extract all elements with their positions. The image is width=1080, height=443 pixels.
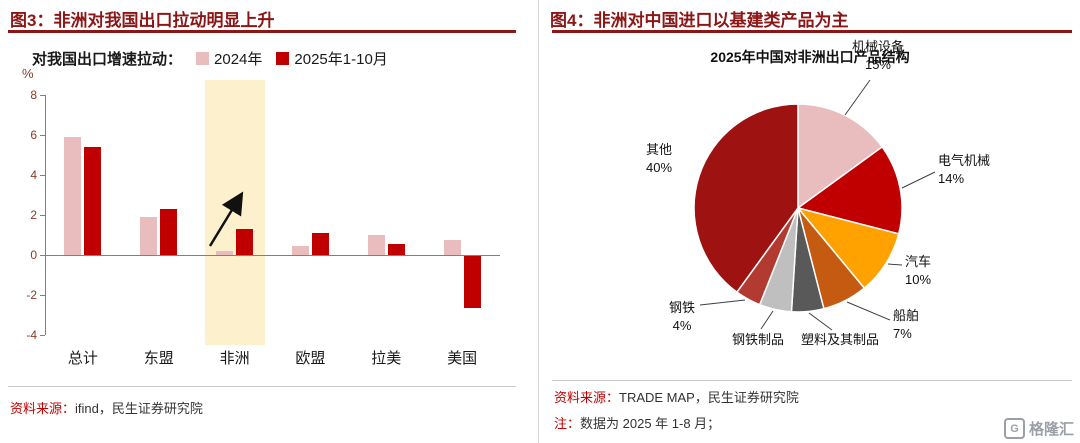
pie-label-6: 钢铁 4% [668, 300, 696, 333]
legend-item-2025: 2025年1-10月 [276, 48, 388, 69]
bar-s0-c4 [367, 235, 385, 255]
legend-caption: 对我国出口增速拉动： [32, 51, 183, 68]
pie-leader-line-0 [844, 79, 871, 116]
bar-chart-legend: 对我国出口增速拉动： 2024年 2025年1-10月 [32, 48, 388, 69]
gelonghui-logo-text: 格隆汇 [1028, 421, 1074, 438]
y-tick-mark [40, 215, 45, 216]
figure4-source-label: 资料来源： [554, 390, 620, 405]
pie-leader-line-1 [901, 171, 936, 189]
bar-s0-c5 [443, 240, 461, 255]
y-axis-unit-label: % [22, 66, 34, 81]
y-tick-label: 6 [30, 128, 37, 142]
bar-s0-c0 [64, 137, 82, 255]
y-tick-mark [40, 295, 45, 296]
bar-s1-c2 [236, 229, 254, 255]
figure3-source-text: ifind，民生证券研究院 [75, 401, 203, 416]
figure3-title: 图3：非洲对我国出口拉动明显上升 [10, 11, 275, 30]
gelonghui-logo: G 格隆汇 [1003, 418, 1074, 439]
pie-slice-0 [797, 103, 884, 210]
y-tick-mark [40, 95, 45, 96]
zero-axis-line [45, 255, 500, 256]
figure3-source-label: 资料来源： [10, 401, 76, 416]
bar-s0-c1 [140, 217, 158, 255]
figure3-title-rule [8, 30, 516, 33]
y-tick-label: 4 [30, 168, 37, 182]
figure4-title-rule [552, 30, 1072, 33]
bar-s1-c1 [160, 209, 178, 255]
y-axis-line [45, 95, 46, 335]
x-category-label-0: 总计 [67, 350, 98, 367]
pie-label-5: 钢铁制品 [731, 332, 785, 347]
figure4-separator-line [552, 380, 1072, 381]
bar-s0-c2 [216, 251, 234, 255]
pie-leader-line-5 [760, 310, 774, 330]
bar-chart: 8 6 4 2 0 -2 -4 总计 东盟 非洲 欧盟 拉美 美国 [0, 0, 538, 443]
y-tick-label: 8 [30, 88, 37, 102]
figure4-note-text: 数据为 2025 年 1-8 月； [580, 416, 721, 431]
pie-chart-title: 2025年中国对非洲出口产品结构 [710, 49, 910, 65]
pie-label-3: 船舶 7% [893, 308, 920, 341]
legend-swatch-2025-icon [276, 52, 290, 65]
pie-label-7: 其他 40% [645, 142, 673, 175]
up-trend-arrow-icon [208, 191, 244, 247]
x-category-label-5: 美国 [447, 350, 478, 367]
panel-divider [538, 0, 539, 443]
x-category-label-3: 欧盟 [295, 350, 326, 367]
pie-label-2: 汽车 10% [905, 254, 932, 287]
pie-label-1: 电气机械 14% [938, 153, 991, 186]
pie-label-4: 塑料及其制品 [800, 332, 880, 347]
y-tick-mark [40, 335, 45, 336]
pie-chart-labels: 机械设备 15% 电气机械 14% 汽车 10% 船舶 7% 塑料及其制品 钢铁制品 钢铁 4% 其他 4… [540, 0, 1080, 443]
figure3-separator-line [8, 386, 516, 387]
figure4-panel: 图4：非洲对中国进口以基建类产品为主 2025年中国对非洲出口产品结构 机械设备… [540, 0, 1080, 443]
bar-s1-c4 [387, 244, 405, 255]
bar-s0-c3 [291, 246, 309, 255]
pie-label-0: 机械设备 15% [851, 39, 905, 72]
legend-label-2024: 2024年 [214, 51, 263, 68]
bar-s1-c5 [463, 256, 481, 308]
y-tick-mark [40, 255, 45, 256]
pie-chart [693, 79, 936, 331]
gelonghui-logo-icon: G [1003, 418, 1025, 439]
x-category-label-1: 东盟 [143, 350, 174, 367]
pie-leader-line-6 [699, 299, 746, 306]
y-tick-mark [40, 175, 45, 176]
pie-slice-7 [693, 103, 799, 294]
pie-leader-line-3 [846, 301, 891, 321]
y-tick-label: -4 [26, 328, 37, 342]
y-tick-label: 2 [30, 208, 37, 222]
figure4-title: 图4：非洲对中国进口以基建类产品为主 [550, 11, 849, 30]
bar-s1-c0 [84, 147, 102, 255]
figure3-panel: 图3：非洲对我国出口拉动明显上升 对我国出口增速拉动： 2024年 2025年1… [0, 0, 538, 443]
pie-leader-line-2 [887, 263, 903, 266]
pie-slice-1 [796, 145, 903, 235]
bar-s1-c3 [311, 233, 329, 255]
legend-item-2024: 2024年 [196, 48, 262, 69]
figure4-note: 注：数据为 2025 年 1-8 月； [554, 413, 720, 432]
y-tick-mark [40, 135, 45, 136]
legend-label-2025: 2025年1-10月 [294, 51, 388, 68]
y-tick-label: 0 [30, 248, 37, 262]
figure4-note-label: 注： [554, 416, 581, 431]
figure3-source: 资料来源：ifind，民生证券研究院 [10, 398, 203, 417]
y-tick-label: -2 [26, 288, 37, 302]
x-category-label-2: 非洲 [219, 350, 250, 367]
figure4-source: 资料来源：TRADE MAP，民生证券研究院 [554, 387, 799, 406]
x-category-label-4: 拉美 [371, 350, 402, 367]
legend-swatch-2024-icon [196, 52, 210, 65]
pie-leader-line-4 [808, 312, 833, 331]
figure4-source-text: TRADE MAP，民生证券研究院 [619, 390, 799, 405]
